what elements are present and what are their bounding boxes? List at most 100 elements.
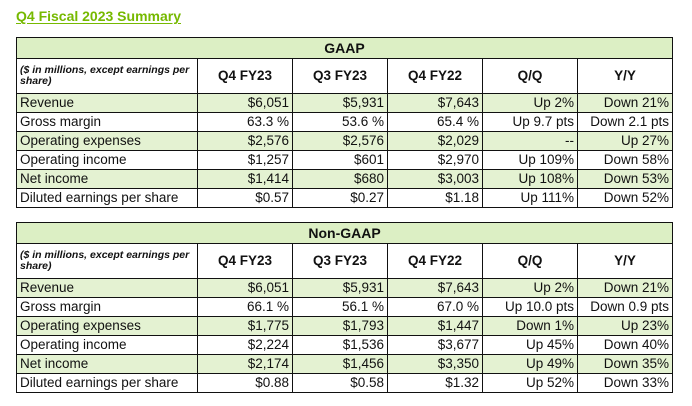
table-cell: $2,029	[387, 131, 483, 151]
non-gaap-section-title: Non-GAAP	[15, 222, 674, 244]
table-cell: 66.1 %	[197, 297, 293, 317]
table-cell: Up 9.7 pts	[482, 112, 578, 132]
table-cell: Down 0.9 pts	[576, 297, 674, 317]
table-cell: $2,224	[197, 335, 293, 355]
gaap-col-q4fy23: Q4 FY23	[197, 58, 293, 94]
gaap-col-q3fy23: Q3 FY23	[292, 58, 388, 94]
table-cell: $0.27	[292, 188, 388, 208]
table-cell: Up 111%	[482, 188, 578, 208]
table-cell: Up 109%	[482, 150, 578, 170]
table-cell: Up 52%	[482, 373, 578, 393]
table-cell: $601	[292, 150, 388, 170]
table-cell: Down 1%	[482, 316, 578, 336]
row-label: Gross margin	[16, 297, 198, 317]
table-cell: Down 33%	[576, 373, 674, 393]
table-cell: $6,051	[197, 278, 293, 298]
table-row: Operating expenses $1,775 $1,793 $1,447 …	[16, 316, 674, 336]
table-cell: $1,447	[387, 316, 483, 336]
table-cell: Up 2%	[482, 93, 578, 113]
table-cell: Down 53%	[576, 169, 674, 189]
table-cell: $1,414	[197, 169, 293, 189]
table-cell: Up 10.0 pts	[482, 297, 578, 317]
gaap-col-yy: Y/Y	[576, 58, 674, 94]
table-cell: $1.18	[387, 188, 483, 208]
row-label: Gross margin	[16, 112, 198, 132]
table-cell: $1,456	[292, 354, 388, 374]
table-cell: $0.88	[197, 373, 293, 393]
non-gaap-col-qq: Q/Q	[482, 243, 578, 279]
table-cell: Up 2%	[482, 278, 578, 298]
row-label: Revenue	[16, 93, 198, 113]
table-row: Gross margin 66.1 % 56.1 % 67.0 % Up 10.…	[16, 297, 674, 317]
table-cell: Down 58%	[576, 150, 674, 170]
gaap-section-title: GAAP	[15, 37, 674, 59]
table-cell: $5,931	[292, 93, 388, 113]
non-gaap-col-yy: Y/Y	[576, 243, 674, 279]
table-row: Diluted earnings per share $0.88 $0.58 $…	[16, 373, 674, 393]
table-cell: $3,003	[387, 169, 483, 189]
table-row: Diluted earnings per share $0.57 $0.27 $…	[16, 188, 674, 208]
table-cell: 65.4 %	[387, 112, 483, 132]
table-cell: $1.32	[387, 373, 483, 393]
row-label: Operating income	[16, 150, 198, 170]
table-cell: $5,931	[292, 278, 388, 298]
table-cell: $3,350	[387, 354, 483, 374]
gaap-column-header-row: ($ in millions, except earnings per shar…	[16, 58, 674, 94]
row-label: Net income	[16, 169, 198, 189]
non-gaap-column-header-row: ($ in millions, except earnings per shar…	[16, 243, 674, 279]
table-row: Net income $1,414 $680 $3,003 Up 108% Do…	[16, 169, 674, 189]
table-cell: Down 40%	[576, 335, 674, 355]
non-gaap-col-q3fy23: Q3 FY23	[292, 243, 388, 279]
table-cell: Down 52%	[576, 188, 674, 208]
table-cell: 56.1 %	[292, 297, 388, 317]
non-gaap-table: Non-GAAP ($ in millions, except earnings…	[15, 222, 674, 393]
table-cell: Up 23%	[576, 316, 674, 336]
table-cell: $1,775	[197, 316, 293, 336]
table-cell: 63.3 %	[197, 112, 293, 132]
table-row: Gross margin 63.3 % 53.6 % 65.4 % Up 9.7…	[16, 112, 674, 132]
table-cell: Down 21%	[576, 93, 674, 113]
table-cell: --	[482, 131, 578, 151]
table-cell: Up 108%	[482, 169, 578, 189]
table-cell: $7,643	[387, 93, 483, 113]
table-cell: 53.6 %	[292, 112, 388, 132]
gaap-section-header: GAAP	[15, 37, 674, 59]
gaap-col-qq: Q/Q	[482, 58, 578, 94]
row-label: Diluted earnings per share	[16, 188, 198, 208]
row-label: Revenue	[16, 278, 198, 298]
table-row: Net income $2,174 $1,456 $3,350 Up 49% D…	[16, 354, 674, 374]
table-cell: $1,536	[292, 335, 388, 355]
table-cell: $7,643	[387, 278, 483, 298]
row-label: Operating income	[16, 335, 198, 355]
page-title: Q4 Fiscal 2023 Summary	[16, 8, 181, 24]
table-cell: $2,970	[387, 150, 483, 170]
non-gaap-section-header: Non-GAAP	[15, 222, 674, 244]
non-gaap-units-note: ($ in millions, except earnings per shar…	[16, 243, 198, 279]
table-cell: Down 2.1 pts	[576, 112, 674, 132]
table-cell: $2,576	[292, 131, 388, 151]
table-cell: $1,257	[197, 150, 293, 170]
row-label: Operating expenses	[16, 316, 198, 336]
table-cell: $6,051	[197, 93, 293, 113]
row-label: Diluted earnings per share	[16, 373, 198, 393]
table-row: Operating income $1,257 $601 $2,970 Up 1…	[16, 150, 674, 170]
table-cell: Up 45%	[482, 335, 578, 355]
table-cell: Up 27%	[576, 131, 674, 151]
gaap-table: GAAP ($ in millions, except earnings per…	[15, 37, 674, 208]
non-gaap-col-q4fy23: Q4 FY23	[197, 243, 293, 279]
table-cell: $3,677	[387, 335, 483, 355]
table-row: Operating expenses $2,576 $2,576 $2,029 …	[16, 131, 674, 151]
table-cell: $2,174	[197, 354, 293, 374]
table-cell: $0.57	[197, 188, 293, 208]
table-cell: 67.0 %	[387, 297, 483, 317]
gaap-units-note: ($ in millions, except earnings per shar…	[16, 58, 198, 94]
table-cell: $2,576	[197, 131, 293, 151]
table-cell: $1,793	[292, 316, 388, 336]
table-row: Revenue $6,051 $5,931 $7,643 Up 2% Down …	[16, 278, 674, 298]
row-label: Operating expenses	[16, 131, 198, 151]
table-row: Revenue $6,051 $5,931 $7,643 Up 2% Down …	[16, 93, 674, 113]
gaap-col-q4fy22: Q4 FY22	[387, 58, 483, 94]
table-cell: $680	[292, 169, 388, 189]
table-cell: Up 49%	[482, 354, 578, 374]
table-cell: $0.58	[292, 373, 388, 393]
